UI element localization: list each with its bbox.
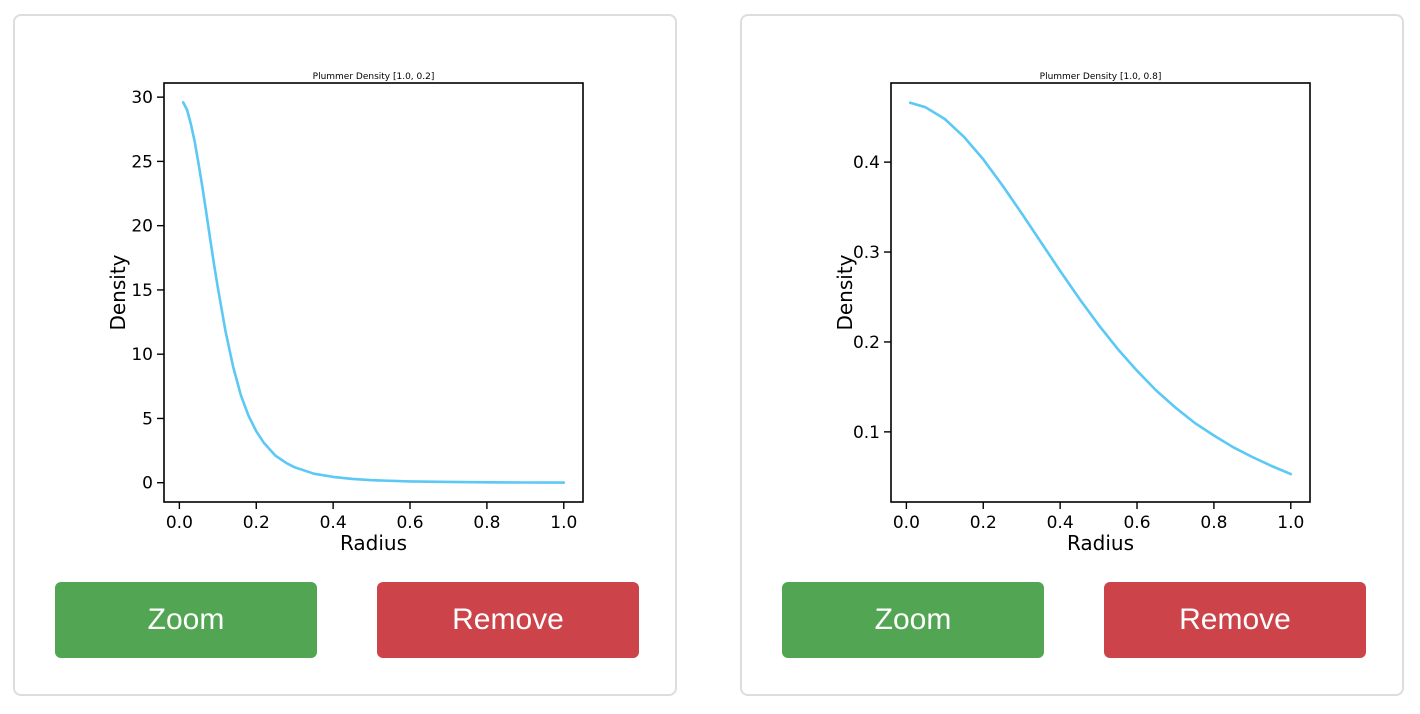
chart-card: Plummer Density [1.0, 0.8] 0.0 0.2 0.4 0.6 0.… bbox=[740, 14, 1404, 696]
y-tick-label: 5 bbox=[142, 409, 153, 429]
x-axis-label: Radius bbox=[340, 531, 407, 555]
chart-title: Plummer Density [1.0, 0.8] bbox=[1040, 72, 1162, 82]
x-tick-label: 1.0 bbox=[1277, 513, 1304, 533]
density-line bbox=[181, 101, 566, 484]
density-chart: Plummer Density [1.0, 0.2] 0.0 0.2 0.4 0.6 0.… bbox=[106, 72, 584, 555]
x-tick-label: 0.2 bbox=[243, 513, 270, 533]
chart-card: Plummer Density [1.0, 0.2] 0.0 0.2 0.4 0.6 0.… bbox=[13, 14, 677, 696]
y-tick-label: 20 bbox=[131, 217, 153, 237]
y-tick-label: 0.1 bbox=[853, 423, 880, 443]
x-tick-label: 0.0 bbox=[893, 513, 920, 533]
y-tick-label: 10 bbox=[131, 345, 153, 365]
x-tick-label: 0.6 bbox=[396, 513, 423, 533]
chart-title: Plummer Density [1.0, 0.2] bbox=[313, 72, 435, 82]
x-tick-label: 1.0 bbox=[550, 513, 577, 533]
y-tick-label: 0 bbox=[142, 474, 153, 494]
x-tick-label: 0.2 bbox=[970, 513, 997, 533]
zoom-button[interactable]: Zoom bbox=[782, 582, 1044, 658]
x-tick-label: 0.4 bbox=[1047, 513, 1074, 533]
density-line bbox=[908, 101, 1293, 476]
y-tick-label: 30 bbox=[131, 88, 153, 108]
zoom-button[interactable]: Zoom bbox=[55, 582, 317, 658]
plot-frame bbox=[163, 82, 584, 503]
x-tick-label: 0.8 bbox=[473, 513, 500, 533]
plot-frame bbox=[890, 82, 1311, 503]
density-chart: Plummer Density [1.0, 0.8] 0.0 0.2 0.4 0.6 0.… bbox=[833, 72, 1311, 555]
y-axis-label: Density bbox=[833, 254, 857, 330]
y-tick-label: 15 bbox=[131, 281, 153, 301]
y-tick-label: 0.4 bbox=[853, 153, 880, 173]
y-axis-label: Density bbox=[106, 254, 130, 330]
x-tick-label: 0.8 bbox=[1200, 513, 1227, 533]
x-tick-label: 0.6 bbox=[1123, 513, 1150, 533]
y-tick-label: 25 bbox=[131, 152, 153, 172]
x-axis-label: Radius bbox=[1067, 531, 1134, 555]
y-tick-label: 0.2 bbox=[853, 333, 880, 353]
remove-button[interactable]: Remove bbox=[1104, 582, 1366, 658]
remove-button[interactable]: Remove bbox=[377, 582, 639, 658]
x-tick-label: 0.0 bbox=[166, 513, 193, 533]
x-tick-label: 0.4 bbox=[320, 513, 347, 533]
y-tick-label: 0.3 bbox=[853, 243, 880, 263]
